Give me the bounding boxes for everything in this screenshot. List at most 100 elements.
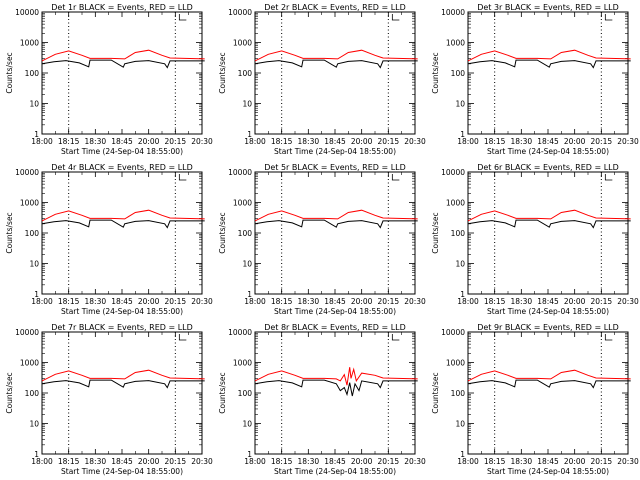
x-tick-label: 18:30: [85, 137, 107, 146]
y-tick-label: 1: [34, 130, 39, 139]
y-tick-label: 10: [455, 420, 465, 429]
x-tick-label: 18:45: [111, 297, 133, 306]
y-axis-label: Counts/sec: [5, 372, 14, 413]
y-tick-label: 100: [25, 389, 40, 398]
y-tick-label: 100: [451, 69, 466, 78]
x-tick-label: 20:30: [617, 457, 639, 466]
x-tick-label: 18:45: [537, 457, 559, 466]
lld-series-line: [467, 209, 631, 222]
y-tick-label: 100: [451, 229, 466, 238]
y-tick-label: 10: [29, 100, 39, 109]
x-tick-label: 20:00: [138, 457, 160, 466]
panel-title: Det 5r BLACK = Events, RED = LLD: [264, 163, 406, 172]
y-tick-label: 1000: [20, 199, 39, 208]
x-tick-label: 18:45: [537, 137, 559, 146]
y-tick-label: 1000: [233, 199, 252, 208]
x-tick-label: 18:00: [244, 297, 266, 306]
x-axis-label: Start Time (24-Sep-04 18:55:00): [487, 307, 609, 316]
panel-title: Det 1r BLACK = Events, RED = LLD: [51, 3, 193, 12]
panel-title: Det 4r BLACK = Events, RED = LLD: [51, 163, 193, 172]
bracket-marker: [604, 14, 613, 21]
x-tick-label: 18:30: [298, 457, 320, 466]
x-tick-label: 18:45: [324, 137, 346, 146]
y-tick-label: 1: [247, 290, 252, 299]
x-tick-label: 20:30: [617, 297, 639, 306]
plot-frame: [467, 171, 629, 295]
detector-panel: 1 10 100 1000 10000 18:00 18:15 18:30 18:45 20:00…: [218, 323, 426, 476]
detector-panel: 1 10 100 1000 10000 18:00 18:15 18:30 18:45 20:00…: [5, 3, 213, 156]
y-tick-label: 100: [25, 229, 40, 238]
x-tick-label: 20:00: [138, 137, 160, 146]
detector-panel: 1 10 100 1000 10000 18:00 18:15 18:30 18:45 20:00…: [431, 323, 639, 476]
y-tick-label: 100: [451, 389, 466, 398]
y-tick-label: 100: [238, 389, 253, 398]
y-tick-label: 10: [29, 420, 39, 429]
lld-series-line: [41, 369, 205, 382]
y-tick-label: 10000: [441, 168, 465, 177]
bracket-marker: [391, 334, 400, 341]
events-series-line: [467, 59, 631, 69]
x-tick-label: 18:45: [111, 457, 133, 466]
y-axis-label: Counts/sec: [431, 372, 440, 413]
events-series-line: [41, 379, 205, 389]
x-axis-label: Start Time (24-Sep-04 18:55:00): [487, 147, 609, 156]
x-tick-label: 20:00: [351, 137, 373, 146]
plot-frame: [467, 331, 629, 455]
detector-panel: 1 10 100 1000 10000 18:00 18:15 18:30 18:45 20:00…: [5, 163, 213, 316]
panel-title: Det 7r BLACK = Events, RED = LLD: [51, 323, 193, 332]
x-tick-label: 20:15: [378, 137, 400, 146]
x-tick-label: 20:30: [191, 297, 213, 306]
y-tick-label: 10: [29, 260, 39, 269]
x-tick-label: 18:15: [271, 137, 293, 146]
x-tick-label: 18:15: [58, 297, 80, 306]
bracket-marker: [604, 174, 613, 181]
x-tick-label: 18:00: [457, 297, 479, 306]
y-axis-label: Counts/sec: [218, 52, 227, 93]
x-tick-label: 18:15: [58, 137, 80, 146]
y-axis-label: Counts/sec: [5, 212, 14, 253]
y-tick-label: 1000: [20, 359, 39, 368]
x-tick-label: 18:30: [85, 457, 107, 466]
lld-series-line: [254, 49, 418, 62]
x-tick-label: 18:45: [324, 457, 346, 466]
y-axis-label: Counts/sec: [218, 212, 227, 253]
x-tick-label: 18:00: [457, 457, 479, 466]
x-tick-label: 18:15: [271, 297, 293, 306]
x-tick-label: 20:30: [191, 137, 213, 146]
plot-frame: [41, 171, 203, 295]
panel-title: Det 3r BLACK = Events, RED = LLD: [477, 3, 619, 12]
lld-series-line: [254, 367, 418, 386]
bracket-marker: [178, 14, 187, 21]
plot-frame: [254, 171, 416, 295]
x-tick-label: 20:30: [191, 457, 213, 466]
lld-series-line: [254, 209, 418, 222]
events-series-line: [254, 219, 418, 229]
lld-series-line: [41, 49, 205, 62]
y-tick-label: 10: [242, 260, 252, 269]
y-axis-label: Counts/sec: [431, 212, 440, 253]
events-series-line: [41, 219, 205, 229]
x-tick-label: 20:15: [378, 297, 400, 306]
x-tick-label: 18:45: [324, 297, 346, 306]
x-tick-label: 20:15: [378, 457, 400, 466]
x-tick-label: 18:30: [85, 297, 107, 306]
y-tick-label: 1000: [446, 39, 465, 48]
detector-panel: 1 10 100 1000 10000 18:00 18:15 18:30 18:45 20:00…: [218, 163, 426, 316]
x-axis-label: Start Time (24-Sep-04 18:55:00): [61, 147, 183, 156]
y-tick-label: 10000: [228, 8, 252, 17]
x-tick-label: 20:30: [617, 137, 639, 146]
x-tick-label: 18:15: [484, 457, 506, 466]
x-tick-label: 18:00: [244, 137, 266, 146]
y-tick-label: 100: [238, 69, 253, 78]
events-series-line: [254, 59, 418, 69]
lld-series-line: [467, 369, 631, 382]
plot-frame: [254, 331, 416, 455]
y-tick-label: 10000: [228, 168, 252, 177]
x-tick-label: 18:15: [271, 457, 293, 466]
y-tick-label: 1: [247, 130, 252, 139]
x-tick-label: 18:00: [31, 457, 53, 466]
lld-series-line: [41, 209, 205, 222]
x-axis-label: Start Time (24-Sep-04 18:55:00): [274, 307, 396, 316]
x-tick-label: 18:30: [511, 297, 533, 306]
y-tick-label: 10000: [441, 8, 465, 17]
